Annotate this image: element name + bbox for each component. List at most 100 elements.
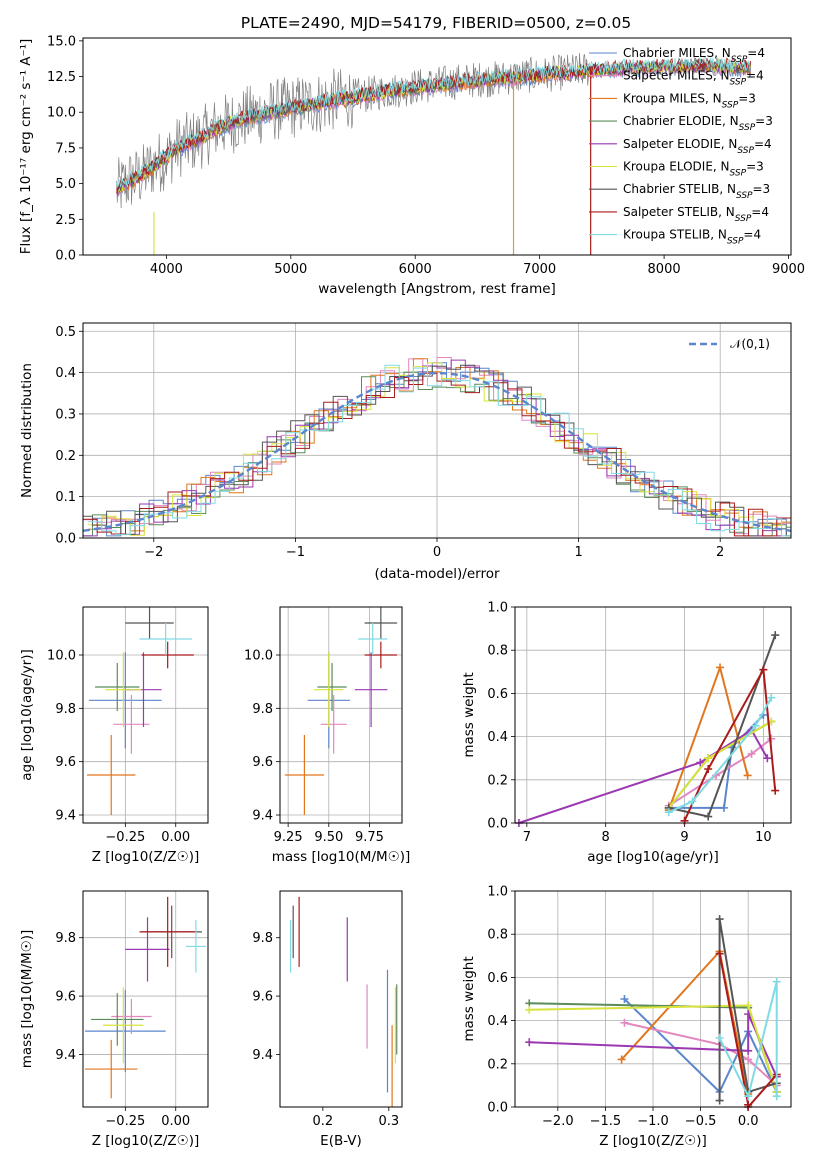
weight-vs-z-marker-6-1 (715, 915, 724, 924)
residuals-hist-8 (87, 364, 791, 537)
mass-vs-ebv-xlabel: E(B-V) (320, 1133, 362, 1149)
weight-vs-age-plot-area (514, 631, 780, 827)
residuals-xtick-label-3: 1 (574, 545, 582, 560)
weight-vs-age-marker-8-1 (688, 797, 697, 806)
mass-vs-z-ytick-label-0: 9.4 (55, 1048, 76, 1063)
age-vs-mass-xtick-label-1: 9.50 (314, 830, 343, 845)
residuals-ytick-label-5: 0.5 (55, 325, 76, 340)
spectrum-legend-label-7: Salpeter STELIB, NSSP=4 (623, 205, 769, 224)
weight-vs-age-ytick-label-1: 0.2 (487, 773, 508, 788)
weight-vs-z-series-8 (718, 981, 778, 1100)
spectrum-frame (82, 37, 792, 256)
weight-vs-z-xtick-label-4: 0.0 (738, 1114, 759, 1129)
residuals-normal-curve (83, 371, 791, 532)
weight-vs-z-marker-2-0 (617, 1055, 626, 1064)
weight-vs-age-marker-8-0 (664, 808, 673, 817)
weight-vs-z-xtick-label-0: −2.0 (542, 1114, 574, 1129)
age-vs-z-xtick-label-1: 0.00 (161, 830, 190, 845)
age-vs-mass-ytick-label-2: 9.8 (252, 702, 273, 717)
spectrum-model-line-7 (116, 57, 752, 194)
spectrum-legend-label-2: Kroupa MILES, NSSP=3 (623, 91, 756, 110)
weight-vs-age-marker-7-0 (680, 816, 689, 825)
spectrum-ylabel: Flux [f_λ 10⁻¹⁷ erg cm⁻² s⁻¹ A⁻¹] (18, 39, 34, 255)
mass-vs-ebv-ytick-label-2: 9.8 (252, 931, 273, 946)
residuals-hist-4 (83, 359, 791, 537)
weight-vs-z-marker-7-0 (715, 949, 724, 958)
weight-vs-z-marker-6-0 (715, 1096, 724, 1105)
weight-vs-z-marker-0-0 (620, 995, 629, 1003)
weight-vs-age-ytick-label-0: 0.0 (487, 817, 508, 832)
weight-vs-age-marker-7-3 (771, 786, 780, 795)
spectrum-legend-label-5: Kroupa ELODIE, NSSP=3 (623, 160, 764, 179)
residuals-xtick-label-4: 2 (716, 545, 724, 560)
spectrum-legend-label-8: Kroupa STELIB, NSSP=4 (623, 228, 761, 247)
age-vs-z-ytick-label-0: 9.4 (55, 809, 76, 824)
mass-vs-ebv-frame (279, 890, 403, 1108)
weight-vs-age-series-7 (683, 666, 777, 822)
spectrum-xtick-label-5: 9000 (772, 262, 805, 277)
residuals-hist-6 (83, 364, 791, 537)
weight-vs-z-ytick-label-2: 0.4 (487, 1014, 508, 1029)
mass-vs-ebv-ytick-label-0: 9.4 (252, 1048, 273, 1063)
age-vs-z-plot-area (87, 607, 194, 815)
residuals-ytick-label-2: 0.2 (55, 449, 76, 464)
mass-vs-ebv-xtick-label-1: 0.3 (378, 1114, 399, 1129)
weight-vs-age-marker-5-1 (704, 754, 713, 763)
weight-vs-z-series-4 (529, 1013, 778, 1078)
weight-vs-age-ytick-label-2: 0.4 (487, 730, 508, 745)
age-vs-mass-xtick-label-2: 9.75 (355, 830, 384, 845)
weight-vs-z-marker-4-0 (525, 1038, 534, 1047)
weight-vs-z-marker-5-0 (525, 1005, 534, 1014)
weight-vs-age-ytick-label-4: 0.8 (487, 644, 508, 659)
weight-vs-z-marker-8-0 (715, 1033, 724, 1042)
spectrum-xtick-label-4: 8000 (648, 262, 681, 277)
weight-vs-z-ylabel: mass weight (461, 956, 477, 1041)
age-vs-z-frame (82, 606, 209, 824)
age-vs-mass-frame (279, 606, 403, 824)
weight-vs-age-series-2 (667, 664, 749, 811)
weight-vs-z-marker-8-2 (772, 977, 781, 986)
residuals-ytick-label-1: 0.1 (55, 490, 76, 505)
spectrum-xtick-label-0: 4000 (150, 262, 183, 277)
weight-vs-z-frame (514, 890, 792, 1108)
residuals-xtick-label-1: −1 (286, 545, 305, 560)
weight-vs-age-xlabel: age [log10(age/yr)] (587, 849, 719, 865)
weight-vs-z-ytick-label-4: 0.8 (487, 928, 508, 943)
age-vs-z-ylabel: age [log10(age/yr)] (19, 649, 35, 781)
weight-vs-age-xtick-label-3: 10 (755, 830, 772, 845)
weight-vs-age-frame (514, 606, 792, 824)
spectrum-legend-label-6: Chabrier STELIB, NSSP=3 (623, 182, 770, 201)
age-vs-mass-ytick-label-3: 10.0 (244, 649, 273, 664)
spectrum-legend-label-3: Chabrier ELODIE, NSSP=3 (623, 114, 773, 133)
weight-vs-z-series-0 (623, 998, 778, 1094)
age-vs-mass-ytick-label-1: 9.6 (252, 755, 273, 770)
residuals-ytick-label-4: 0.4 (55, 366, 76, 381)
weight-vs-z-xtick-label-3: −0.5 (685, 1114, 717, 1129)
weight-vs-z-marker-8-3 (772, 1092, 781, 1101)
residuals-frame (82, 322, 792, 539)
residuals-xlabel: (data-model)/error (374, 566, 500, 582)
weight-vs-age-marker-7-2 (759, 665, 768, 674)
weight-vs-age-marker-7-1 (704, 765, 713, 773)
weight-vs-z-ytick-label-5: 1.0 (487, 885, 508, 900)
weight-vs-z-plot-area (525, 915, 781, 1111)
weight-vs-age-marker-6-1 (704, 812, 713, 821)
weight-vs-z-marker-1-0 (620, 1018, 629, 1027)
weight-vs-age-marker-2-2 (743, 771, 752, 780)
weight-vs-age-marker-4-1 (696, 758, 705, 767)
weight-vs-z-ytick-label-3: 0.6 (487, 971, 508, 986)
age-vs-mass-ytick-label-0: 9.4 (252, 809, 273, 824)
mass-vs-ebv-ytick-label-1: 9.6 (252, 990, 273, 1005)
spectrum-plot-area (116, 52, 752, 255)
age-vs-mass-xlabel: mass [log10(M/M☉)] (272, 849, 411, 865)
spectrum-ytick-label-1: 2.5 (55, 213, 76, 228)
weight-vs-z-marker-4-1 (744, 1046, 753, 1055)
weight-vs-age-marker-8-2 (751, 721, 760, 730)
weight-vs-z-ytick-label-1: 0.2 (487, 1057, 508, 1072)
weight-vs-age-series-0 (668, 714, 765, 809)
residuals-xtick-label-2: 0 (433, 545, 441, 560)
residuals-ytick-label-3: 0.3 (55, 407, 76, 422)
spectrum-ytick-label-4: 10.0 (47, 106, 76, 121)
residuals-legend-label: 𝒩(0,1) (730, 337, 770, 351)
